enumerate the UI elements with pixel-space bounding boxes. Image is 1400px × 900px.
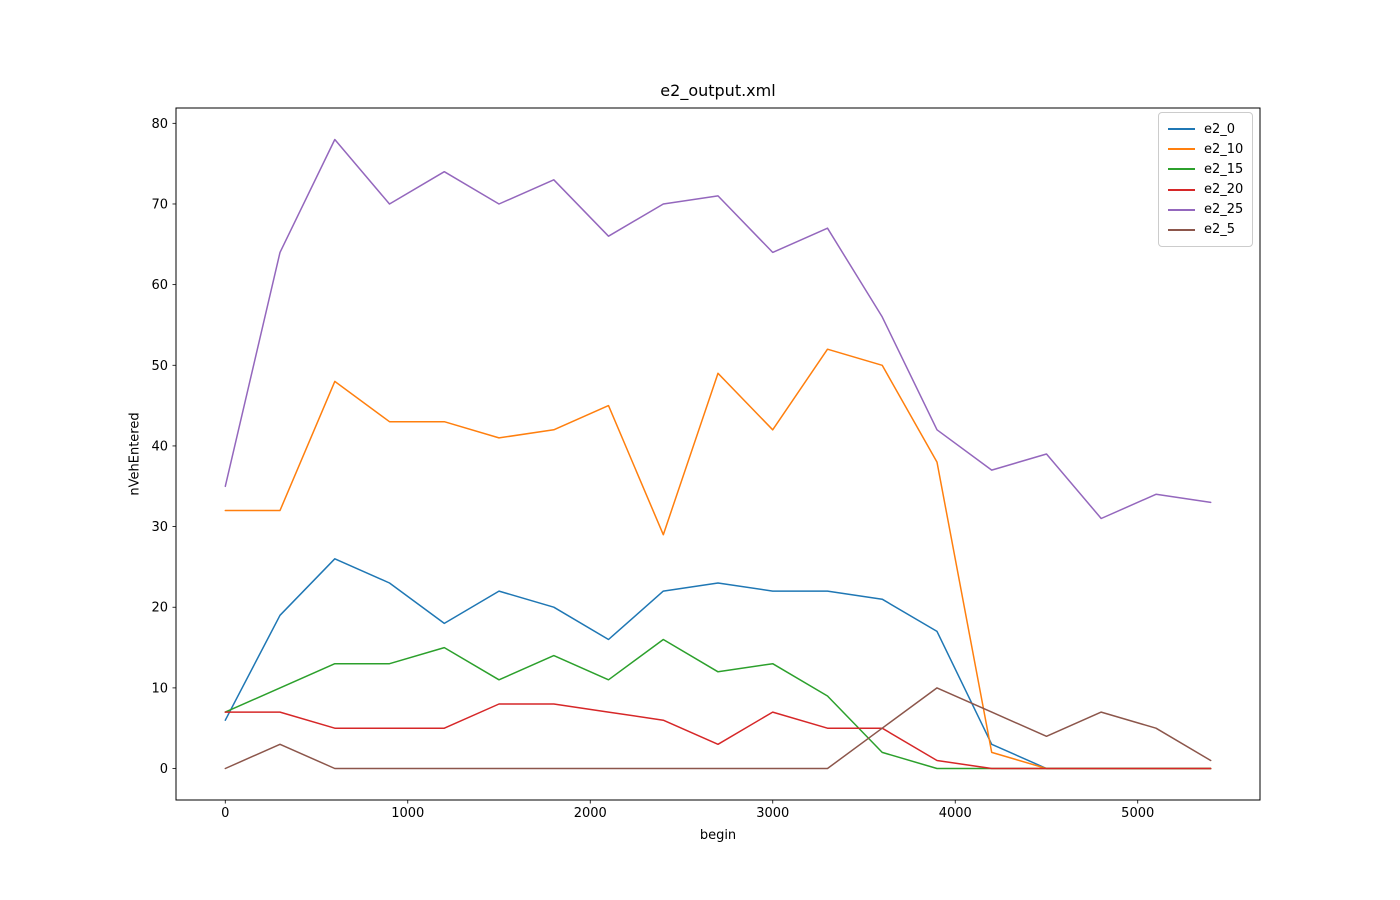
y-tick-label: 20 xyxy=(151,601,168,616)
legend-line-swatch xyxy=(1168,168,1195,171)
legend-item-e2_0: e2_0 xyxy=(1168,119,1243,139)
series-line-e2_5 xyxy=(224,687,1212,770)
x-tick-label: 4000 xyxy=(939,806,972,821)
y-tick-label: 10 xyxy=(151,681,168,696)
y-tick-label: 80 xyxy=(151,117,168,132)
legend-item-e2_15: e2_15 xyxy=(1168,159,1243,179)
legend-label: e2_0 xyxy=(1204,121,1236,137)
y-tick-label: 60 xyxy=(151,278,168,293)
legend-label: e2_20 xyxy=(1204,182,1244,198)
y-tick-label: 40 xyxy=(151,439,168,454)
x-axis-label: begin xyxy=(699,828,737,843)
series-line-e2_20 xyxy=(224,703,1212,770)
series-line-e2_25 xyxy=(224,138,1212,520)
legend-item-e2_25: e2_25 xyxy=(1168,200,1243,220)
legend-label: e2_15 xyxy=(1204,161,1244,177)
legend-label: e2_5 xyxy=(1204,222,1236,238)
legend-line-swatch xyxy=(1168,128,1195,131)
legend-line-swatch xyxy=(1168,188,1195,191)
legend-line-swatch xyxy=(1168,228,1195,231)
y-tick-label: 0 xyxy=(160,762,168,777)
legend: e2_0 e2_10 e2_15 e2_20 e2_25 e2_5 xyxy=(1158,112,1253,247)
y-axis-label: nVehEntered xyxy=(127,412,143,496)
x-tick-label: 2000 xyxy=(574,806,607,821)
y-tick-label: 50 xyxy=(151,359,168,374)
series-line-e2_10 xyxy=(224,348,1212,770)
legend-item-e2_20: e2_20 xyxy=(1168,180,1243,200)
legend-label: e2_10 xyxy=(1204,141,1244,157)
legend-label: e2_25 xyxy=(1204,202,1244,218)
series-line-e2_15 xyxy=(224,638,1212,770)
y-tick-label: 30 xyxy=(151,520,168,535)
legend-item-e2_10: e2_10 xyxy=(1168,139,1243,159)
x-tick-label: 5000 xyxy=(1121,806,1154,821)
legend-item-e2_5: e2_5 xyxy=(1168,220,1243,240)
legend-line-swatch xyxy=(1168,208,1195,211)
x-tick-label: 0 xyxy=(221,806,229,821)
x-tick-label: 3000 xyxy=(756,806,789,821)
x-tick-label: 1000 xyxy=(391,806,424,821)
legend-line-swatch xyxy=(1168,148,1195,151)
axes-frame xyxy=(175,107,1261,801)
y-tick-label: 70 xyxy=(151,197,168,212)
chart-title: e2_output.xml xyxy=(660,81,776,100)
